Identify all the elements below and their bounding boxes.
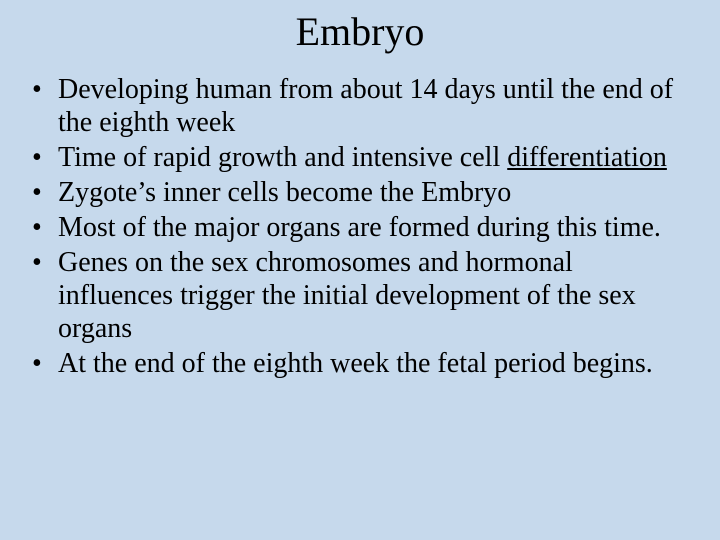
bullet-text: Time of rapid growth and intensive cell <box>58 142 507 173</box>
list-item: Zygote’s inner cells become the Embryo <box>28 176 692 209</box>
list-item: At the end of the eighth week the fetal … <box>28 347 692 380</box>
list-item: Genes on the sex chromosomes and hormona… <box>28 246 692 345</box>
bullet-text: Zygote’s inner cells become the Embryo <box>58 177 511 208</box>
bullet-text: At the end of the eighth week the fetal … <box>58 348 653 379</box>
slide-title: Embryo <box>28 8 692 55</box>
list-item: Developing human from about 14 days unti… <box>28 73 692 139</box>
bullet-underlined: differentiation <box>507 142 667 173</box>
list-item: Most of the major organs are formed duri… <box>28 211 692 244</box>
bullet-text: Most of the major organs are formed duri… <box>58 212 661 243</box>
bullet-text: Developing human from about 14 days unti… <box>58 74 673 138</box>
bullet-list: Developing human from about 14 days unti… <box>28 73 692 380</box>
list-item: Time of rapid growth and intensive cell … <box>28 141 692 174</box>
bullet-text: Genes on the sex chromosomes and hormona… <box>58 247 636 344</box>
